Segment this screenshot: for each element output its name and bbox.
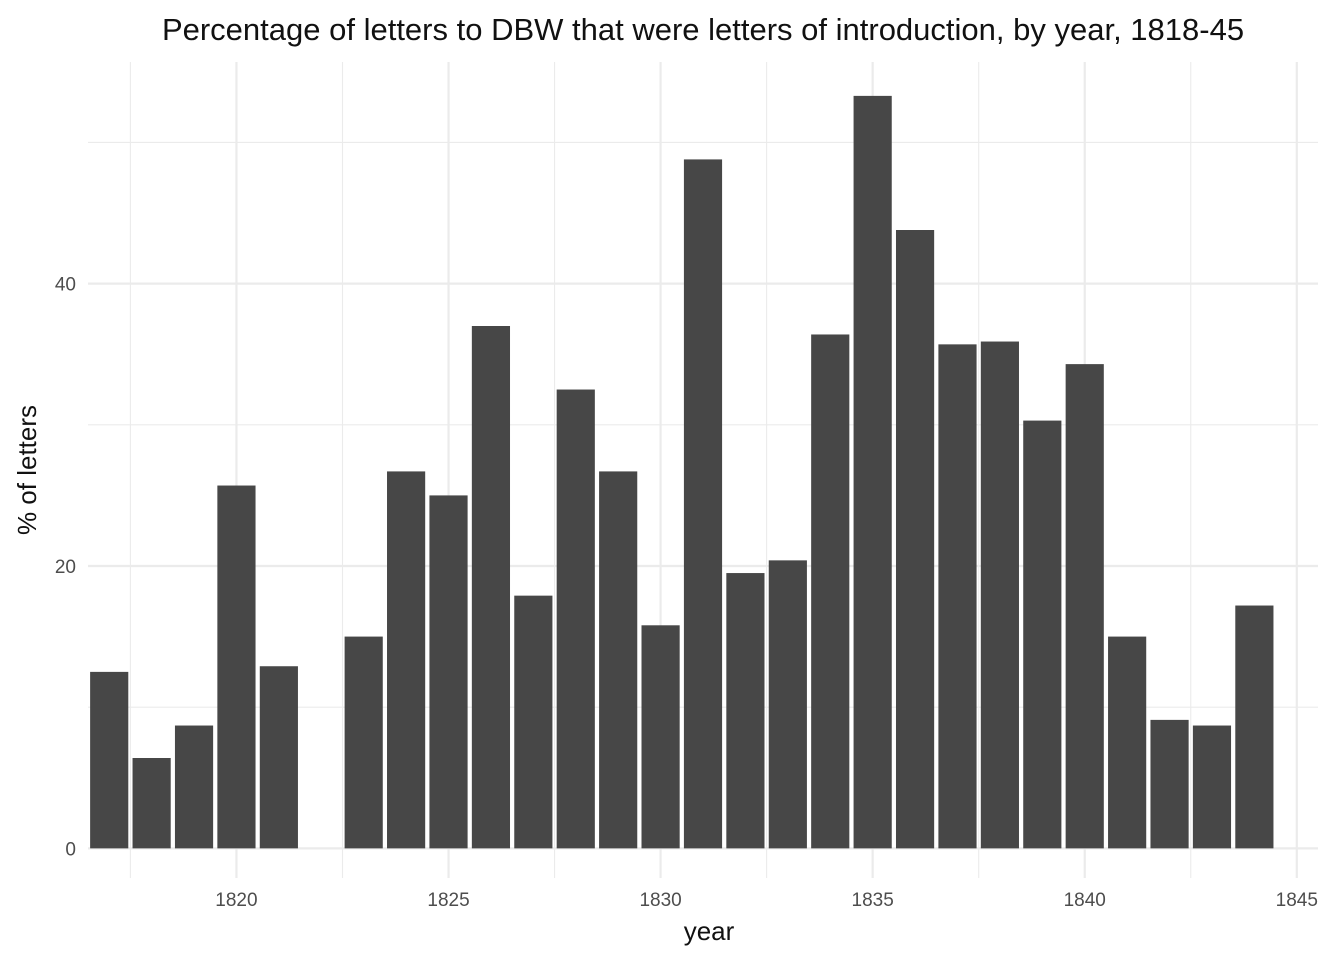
bar [514, 595, 553, 849]
bar [556, 389, 595, 849]
bar [1023, 420, 1062, 849]
bar [132, 758, 171, 849]
bar [853, 95, 892, 849]
bar [768, 560, 807, 849]
bar [471, 326, 511, 849]
bar [344, 636, 383, 849]
bar [1192, 725, 1232, 849]
x-tick-labels: 1820 1825 1830 1835 1840 1845 [215, 890, 1318, 911]
bar [1108, 636, 1147, 849]
y-tick-label: 20 [55, 557, 76, 578]
chart-title: Percentage of letters to DBW that were l… [162, 12, 1244, 47]
bar [895, 230, 935, 849]
bar [726, 573, 765, 849]
y-tick-label: 0 [65, 839, 76, 860]
x-tick-label: 1845 [1276, 890, 1318, 911]
bar [259, 666, 298, 849]
x-tick-label: 1820 [215, 890, 257, 911]
x-tick-label: 1840 [1064, 890, 1106, 911]
x-tick-label: 1825 [427, 890, 469, 911]
bar [641, 625, 680, 849]
y-tick-labels: 0 20 40 [55, 275, 76, 861]
x-axis-title: year [684, 916, 735, 946]
bar [1150, 719, 1189, 849]
bar [980, 341, 1019, 849]
bar [217, 485, 256, 849]
bar [938, 344, 977, 849]
bar [90, 671, 129, 849]
bar [387, 471, 426, 849]
x-tick-label: 1830 [639, 890, 681, 911]
y-tick-label: 40 [55, 275, 76, 296]
bar [599, 471, 638, 849]
bar [429, 495, 468, 849]
y-axis-title: % of letters [12, 405, 42, 535]
bar [811, 334, 850, 849]
bar [174, 725, 214, 849]
bar [1235, 605, 1274, 849]
bar [683, 159, 723, 849]
bars [90, 95, 1274, 849]
x-tick-label: 1835 [852, 890, 894, 911]
bar [1065, 364, 1104, 849]
